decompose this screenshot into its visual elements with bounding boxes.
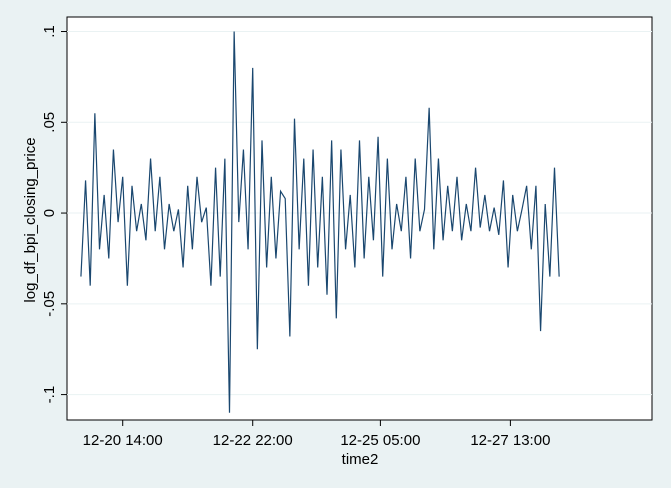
series-line [80,31,560,413]
x-tick-label: 12-27 13:00 [470,432,550,449]
x-tick-label: 12-20 14:00 [83,432,163,449]
y-axis-title: log_df_bpi_closing_price [22,137,39,302]
y-tick-label: -.1 [41,386,58,404]
x-tick-label: 12-22 22:00 [213,432,293,449]
x-tick-label: 12-25 05:00 [340,432,420,449]
y-tick-label: 0 [41,209,58,217]
plot-area [66,16,653,421]
x-axis-title: time2 [342,451,379,468]
y-tick-label: .05 [41,112,58,133]
y-tick-label: -.05 [41,291,58,317]
y-tick-label: .1 [41,25,58,38]
